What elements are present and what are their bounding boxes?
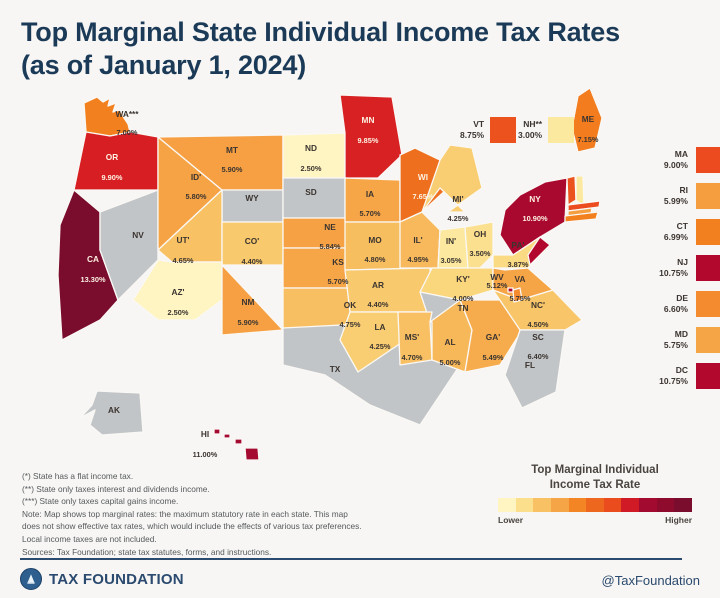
svg-text:13.30%: 13.30% (80, 275, 105, 284)
svg-text:WA***: WA*** (115, 109, 139, 119)
svg-text:3.50%: 3.50% (470, 249, 491, 258)
svg-text:5.90%: 5.90% (238, 318, 259, 327)
svg-text:AR: AR (372, 280, 384, 290)
svg-text:10.90%: 10.90% (522, 214, 547, 223)
svg-text:5.70%: 5.70% (328, 277, 349, 286)
svg-text:9.85%: 9.85% (358, 136, 379, 145)
svg-text:5.49%: 5.49% (483, 353, 504, 362)
svg-text:SC: SC (532, 332, 544, 342)
svg-text:5.00%: 5.00% (440, 358, 461, 367)
svg-text:HI: HI (201, 429, 209, 439)
svg-text:4.80%: 4.80% (365, 255, 386, 264)
svg-text:CO': CO' (245, 236, 259, 246)
svg-text:IN': IN' (446, 236, 456, 246)
svg-text:OK: OK (344, 300, 356, 310)
svg-text:4.65%: 4.65% (173, 256, 194, 265)
svg-text:4.25%: 4.25% (370, 342, 391, 351)
svg-text:3.87%: 3.87% (508, 260, 529, 269)
svg-text:VA: VA (515, 274, 526, 284)
svg-text:4.00%: 4.00% (453, 294, 474, 303)
svg-text:4.95%: 4.95% (408, 255, 429, 264)
svg-text:CA: CA (87, 254, 99, 264)
svg-text:7.15%: 7.15% (578, 135, 599, 144)
svg-text:MN: MN (362, 115, 375, 125)
svg-text:MT: MT (226, 145, 238, 155)
svg-text:FL: FL (525, 360, 535, 370)
svg-text:2.50%: 2.50% (168, 308, 189, 317)
svg-text:5.80%: 5.80% (186, 192, 207, 201)
svg-text:ME: ME (582, 114, 595, 124)
svg-text:WY: WY (245, 193, 259, 203)
svg-text:4.50%: 4.50% (528, 320, 549, 329)
svg-text:AZ': AZ' (171, 287, 184, 297)
svg-text:MO: MO (368, 235, 382, 245)
svg-text:NY: NY (529, 194, 541, 204)
svg-text:NV: NV (132, 230, 144, 240)
svg-text:5.75%: 5.75% (510, 294, 531, 303)
svg-text:11.00%: 11.00% (193, 450, 218, 459)
svg-text:NM: NM (242, 297, 255, 307)
svg-text:5.84%: 5.84% (320, 242, 341, 251)
svg-text:AL: AL (444, 337, 455, 347)
svg-text:GA': GA' (486, 332, 500, 342)
svg-text:TN: TN (457, 303, 468, 313)
svg-text:9.90%: 9.90% (102, 173, 123, 182)
svg-text:OR: OR (106, 152, 118, 162)
svg-text:2.50%: 2.50% (301, 164, 322, 173)
svg-text:3.05%: 3.05% (441, 256, 462, 265)
svg-text:4.75%: 4.75% (340, 320, 361, 329)
svg-text:4.25%: 4.25% (448, 214, 469, 223)
svg-text:ID': ID' (191, 172, 201, 182)
svg-text:4.40%: 4.40% (242, 257, 263, 266)
svg-text:SD: SD (305, 187, 317, 197)
svg-text:5.70%: 5.70% (360, 209, 381, 218)
svg-text:NC': NC' (531, 300, 545, 310)
svg-text:5.12%: 5.12% (487, 281, 508, 290)
svg-text:UT': UT' (176, 235, 189, 245)
svg-text:MS': MS' (405, 332, 419, 342)
svg-text:WI: WI (418, 172, 428, 182)
svg-text:AK: AK (108, 405, 120, 415)
svg-text:IA: IA (366, 189, 374, 199)
svg-text:7.65%: 7.65% (413, 192, 434, 201)
svg-text:OH: OH (474, 229, 486, 239)
svg-text:IL': IL' (413, 235, 422, 245)
svg-text:KS: KS (332, 257, 344, 267)
svg-text:7.00%: 7.00% (117, 128, 138, 137)
svg-text:KY': KY' (456, 274, 470, 284)
svg-text:NE: NE (324, 222, 336, 232)
svg-text:LA: LA (374, 322, 385, 332)
svg-text:4.40%: 4.40% (368, 300, 389, 309)
svg-text:4.70%: 4.70% (402, 353, 423, 362)
svg-text:5.90%: 5.90% (222, 165, 243, 174)
svg-text:MI': MI' (452, 194, 463, 204)
svg-text:PA': PA' (512, 240, 525, 250)
svg-text:TX: TX (330, 364, 341, 374)
svg-text:ND: ND (305, 143, 317, 153)
